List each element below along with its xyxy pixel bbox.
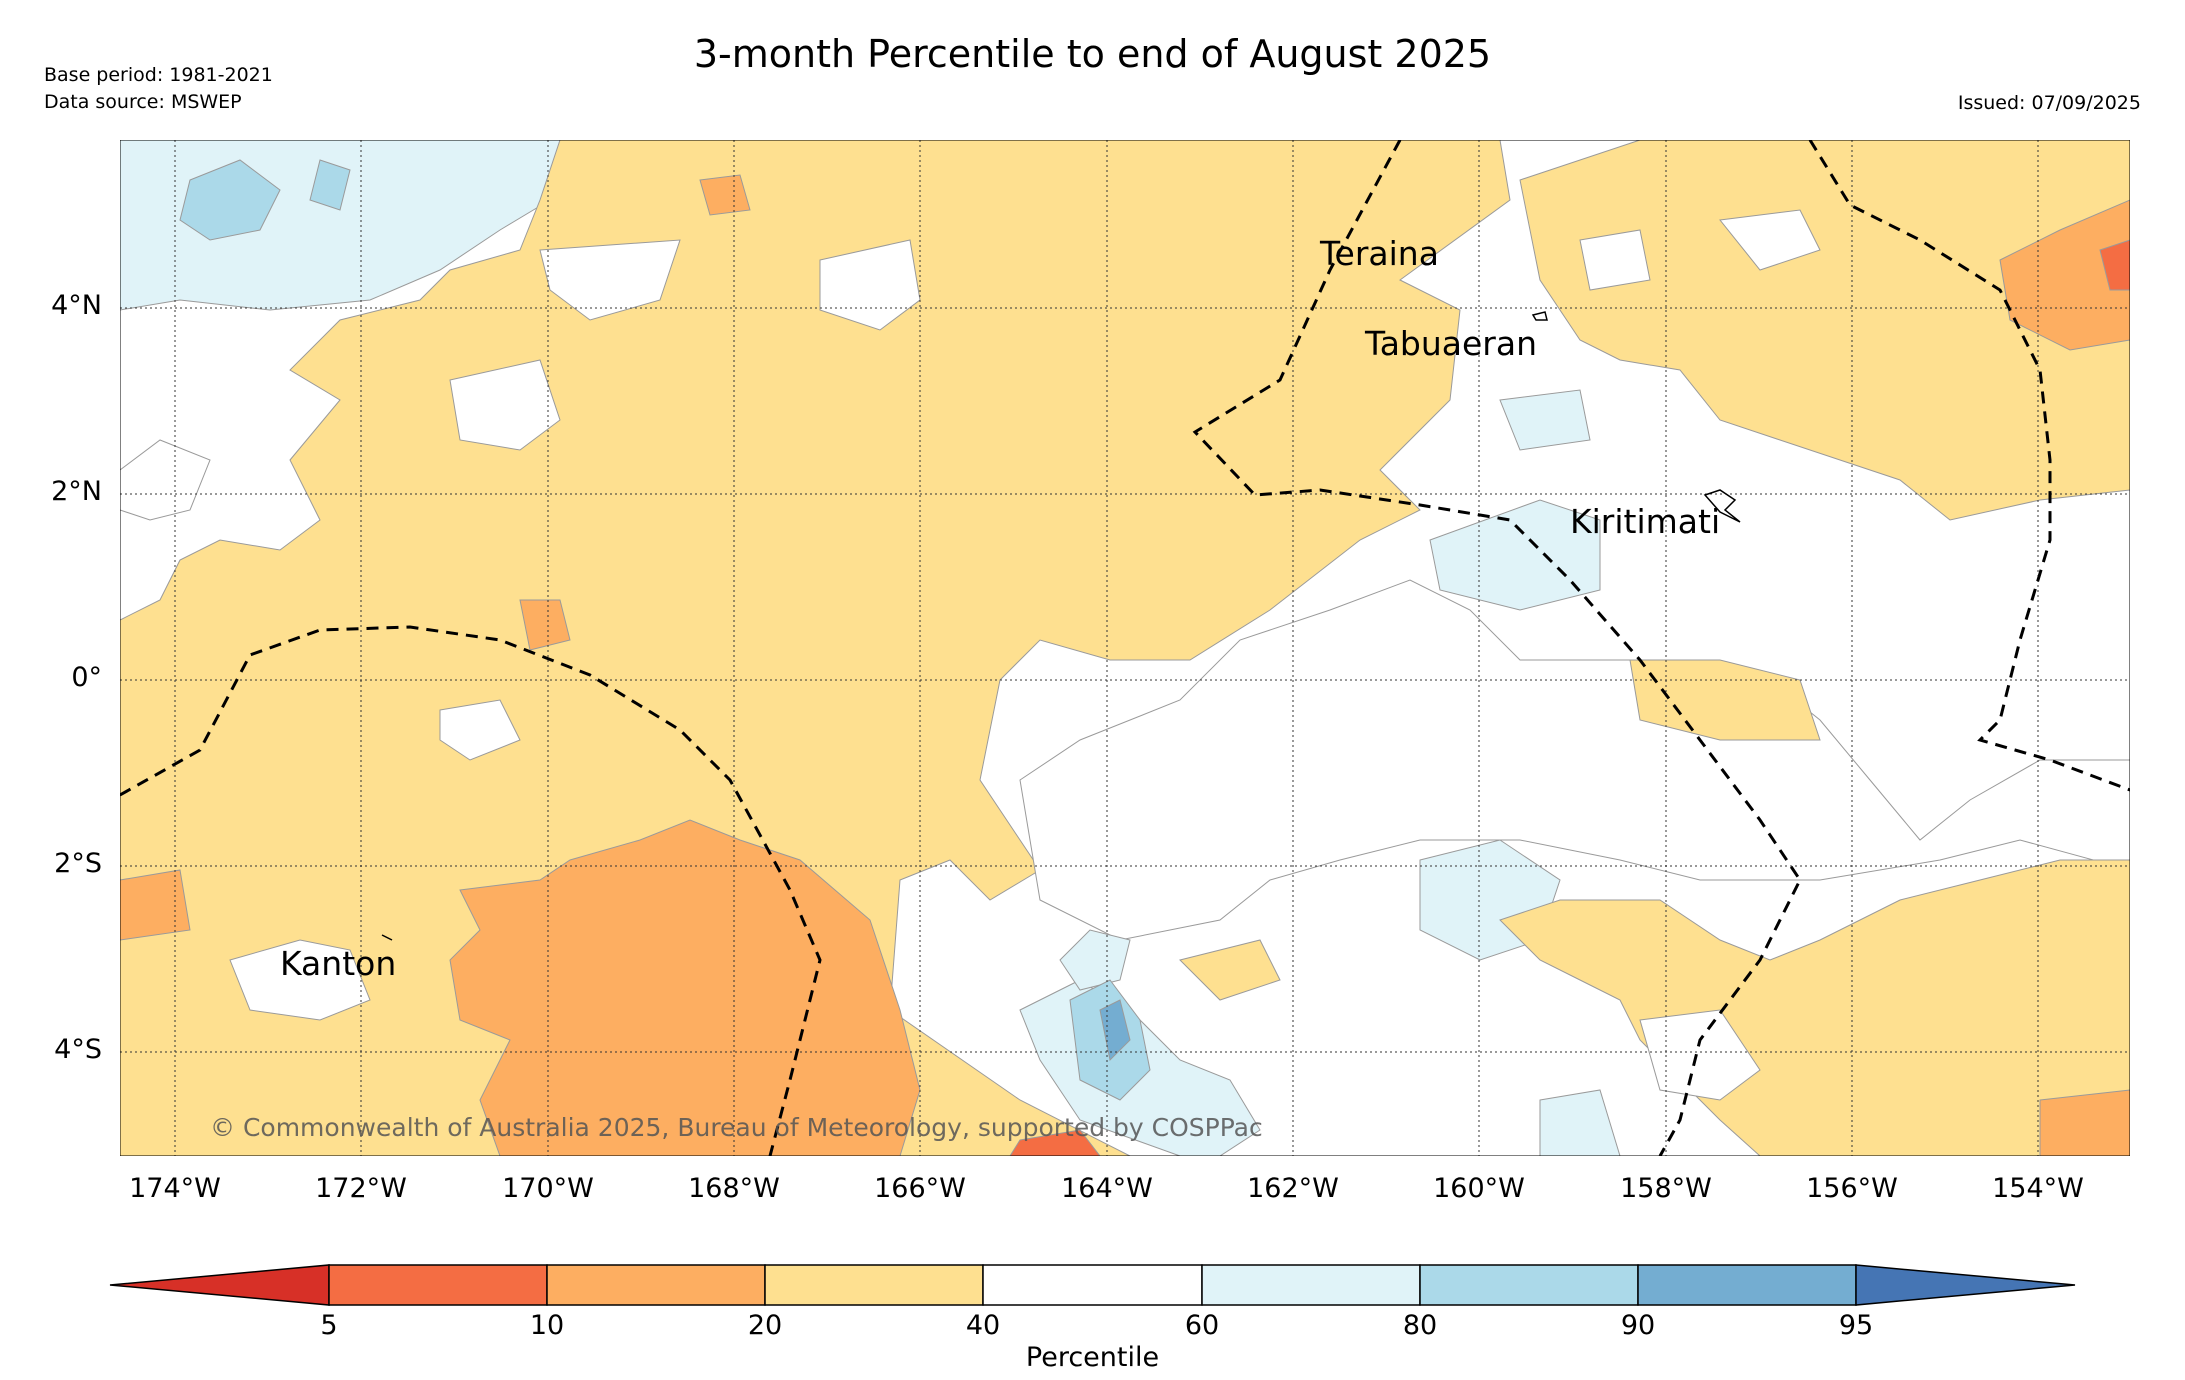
map-title: 3-month Percentile to end of August 2025	[693, 32, 1492, 76]
base-period-text: Base period: 1981-2021	[44, 64, 273, 86]
eez-boundaries	[120, 140, 2130, 1156]
colorbar-tick: 90	[1620, 1310, 1656, 1341]
lon-tick-label: 164°W	[1061, 1173, 1153, 1204]
lon-tick-label: 172°W	[315, 1173, 407, 1204]
colorbar-below-5	[109, 1264, 330, 1306]
place-kiritimati: Kiritimati	[1570, 502, 1720, 541]
map-metadata: Base period: 1981-2021 Data source: MSWE…	[44, 62, 273, 116]
colorbar-above-95	[1855, 1264, 2076, 1306]
colorbar-10-20	[546, 1264, 766, 1306]
lat-tick-label: 0°	[71, 662, 102, 693]
percentile-map: Teraina Tabuaeran Kiritimati Kanton © Co…	[120, 140, 2130, 1156]
lat-tick-label: 4°S	[54, 1034, 102, 1065]
copyright-notice: © Commonwealth of Australia 2025, Bureau…	[210, 1113, 1263, 1142]
lon-tick-label: 170°W	[502, 1173, 594, 1204]
map-area[interactable]: Teraina Tabuaeran Kiritimati Kanton © Co…	[120, 140, 2130, 1156]
colorbar-label: Percentile	[1025, 1342, 1160, 1373]
lon-tick-label: 166°W	[874, 1173, 966, 1204]
colorbar-90-95	[1637, 1264, 1857, 1306]
colorbar-tick: 20	[747, 1310, 783, 1341]
colorbar-tick: 40	[965, 1310, 1001, 1341]
issued-date-text: Issued: 07/09/2025	[1957, 92, 2141, 114]
lon-tick-label: 174°W	[129, 1173, 221, 1204]
lon-tick-label: 162°W	[1247, 1173, 1339, 1204]
kiritimati-outline	[1703, 489, 1741, 523]
colorbar-80-90	[1419, 1264, 1639, 1306]
colorbar-tick: 95	[1838, 1310, 1874, 1341]
colorbar-tick: 10	[529, 1310, 565, 1341]
colorbar-20-40	[764, 1264, 984, 1306]
data-source-text: Data source: MSWEP	[44, 91, 242, 113]
lat-tick-label: 2°N	[51, 476, 102, 507]
place-tabuaeran: Tabuaeran	[1364, 324, 1537, 363]
map-gridlines	[120, 140, 2130, 1156]
lat-tick-label: 4°N	[51, 290, 102, 321]
colorbar-5-10	[328, 1264, 548, 1306]
colorbar-tick: 60	[1184, 1310, 1220, 1341]
place-kanton: Kanton	[280, 944, 396, 983]
colorbar-tick: 80	[1402, 1310, 1438, 1341]
colorbar-40-60	[982, 1264, 1203, 1306]
place-teraina: Teraina	[1319, 234, 1439, 273]
lon-tick-label: 168°W	[688, 1173, 780, 1204]
lon-tick-label: 154°W	[1992, 1173, 2084, 1204]
lon-tick-label: 158°W	[1620, 1173, 1712, 1204]
tabuaeran-outline	[1531, 311, 1548, 321]
lat-tick-label: 2°S	[54, 848, 102, 879]
colorbar-tick: 5	[320, 1310, 338, 1341]
kanton-outline	[381, 934, 393, 941]
island-outlines	[381, 311, 1741, 941]
colorbar-60-80	[1201, 1264, 1421, 1306]
percentile-shading	[120, 140, 2130, 1156]
lon-tick-label: 156°W	[1806, 1173, 1898, 1204]
lon-tick-label: 160°W	[1433, 1173, 1525, 1204]
